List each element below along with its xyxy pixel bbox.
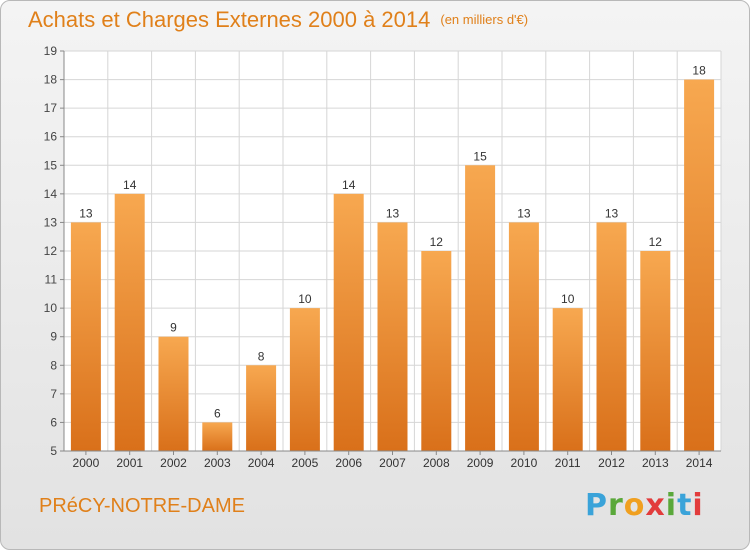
x-tick-label-2013: 2013 <box>642 456 669 470</box>
bar-2011 <box>552 308 583 451</box>
bar-2000 <box>70 222 101 451</box>
bar-2007 <box>377 222 408 451</box>
x-tick-label-2000: 2000 <box>73 456 100 470</box>
y-axis: 5 6 7 8 9 10 11 12 13 14 15 16 17 18 19 <box>44 44 65 458</box>
data-label-2004: 8 <box>258 349 265 363</box>
title-text: Achats et Charges Externes 2000 à 2014 <box>28 7 431 32</box>
x-tick-label-2011: 2011 <box>555 456 581 470</box>
data-label-2001: 14 <box>123 178 137 192</box>
proxiti-logo: Proxiti <box>585 488 704 523</box>
bar-2001 <box>114 193 145 451</box>
y-tick-label: 10 <box>44 301 58 315</box>
y-tick-label: 12 <box>44 244 58 258</box>
chart-title: Achats et Charges Externes 2000 à 2014 (e… <box>28 7 528 33</box>
y-tick-label: 15 <box>44 158 58 172</box>
logo-letter: i <box>692 488 704 523</box>
y-tick-label: 19 <box>44 44 58 58</box>
bar-2006 <box>333 193 364 451</box>
bar-2004 <box>246 365 277 451</box>
x-axis: 2000 2001 2002 2003 2004 2005 2006 2007 2008 2009… <box>64 450 721 470</box>
commune-name: PRéCY-NOTRE-DAME <box>39 495 245 517</box>
title-unit: (en milliers d'€) <box>440 12 529 27</box>
y-tick-label: 16 <box>44 130 58 144</box>
bar-2010 <box>508 222 539 451</box>
bars-group <box>70 79 715 452</box>
data-label-2002: 9 <box>170 321 177 335</box>
logo-letter: i <box>665 488 678 523</box>
bar-2003 <box>202 422 233 451</box>
bar-2012 <box>596 222 627 451</box>
y-tick-label: 6 <box>50 415 57 429</box>
logo-letter: o <box>623 488 646 523</box>
data-label-2005: 10 <box>298 292 312 306</box>
bar-2005 <box>289 308 320 451</box>
x-tick-label-2008: 2008 <box>423 456 450 470</box>
bar-2009 <box>465 165 496 452</box>
bar-2014 <box>684 79 715 452</box>
data-label-2007: 13 <box>386 206 400 220</box>
data-label-2003: 6 <box>214 406 221 420</box>
data-label-2012: 13 <box>605 206 619 220</box>
data-label-2008: 12 <box>430 235 444 249</box>
y-tick-label: 18 <box>44 73 58 87</box>
data-label-2010: 13 <box>517 206 531 220</box>
x-tick-label-2004: 2004 <box>248 456 275 470</box>
y-tick-label: 5 <box>50 444 57 458</box>
bar-2002 <box>158 336 189 451</box>
bar-2008 <box>421 251 452 451</box>
data-label-2011: 10 <box>561 292 575 306</box>
data-label-2013: 12 <box>649 235 663 249</box>
x-tick-label-2012: 2012 <box>598 456 625 470</box>
x-tick-label-2001: 2001 <box>116 456 143 470</box>
x-tick-label-2007: 2007 <box>379 456 406 470</box>
y-tick-label: 7 <box>50 387 57 401</box>
x-tick-label-2009: 2009 <box>467 456 494 470</box>
y-tick-label: 17 <box>44 101 58 115</box>
x-tick-label-2002: 2002 <box>160 456 187 470</box>
x-tick-label-2006: 2006 <box>335 456 362 470</box>
logo-letter: t <box>677 488 693 523</box>
x-tick-label-2005: 2005 <box>292 456 319 470</box>
data-label-2009: 15 <box>473 149 487 163</box>
data-label-2000: 13 <box>79 206 93 220</box>
data-label-2014: 18 <box>692 64 706 78</box>
x-tick-label-2003: 2003 <box>204 456 231 470</box>
bar-2013 <box>640 251 671 451</box>
logo-letter: P <box>585 488 608 523</box>
logo-letter: x <box>645 488 666 523</box>
y-tick-label: 13 <box>44 215 58 229</box>
data-label-2006: 14 <box>342 178 356 192</box>
y-tick-label: 8 <box>50 358 57 372</box>
y-tick-label: 9 <box>50 330 57 344</box>
y-tick-label: 14 <box>44 187 58 201</box>
x-tick-label-2014: 2014 <box>686 456 713 470</box>
logo-letter: r <box>608 488 624 523</box>
data-labels: 13 14 9 6 8 10 14 13 12 15 13 10 13 12 18 <box>79 64 706 421</box>
y-tick-label: 11 <box>45 273 58 287</box>
x-tick-label-2010: 2010 <box>511 456 538 470</box>
